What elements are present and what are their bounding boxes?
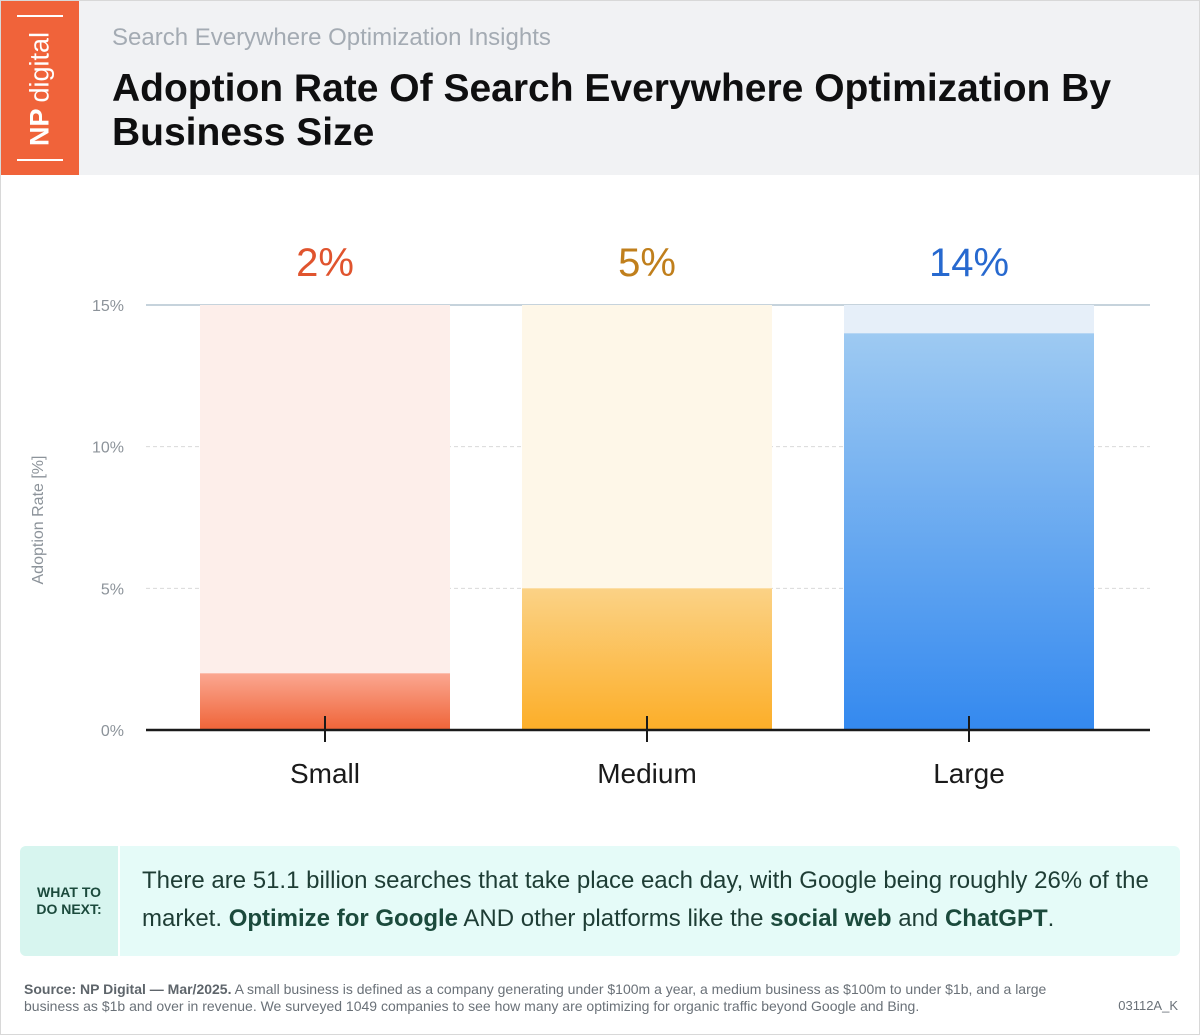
logo-rule-top bbox=[17, 15, 63, 17]
callout-bold-google: Optimize for Google bbox=[228, 905, 459, 932]
what-to-do-next-callout: WHAT TO DO NEXT: There are 51.1 billion … bbox=[20, 846, 1180, 956]
callout-text-3: and bbox=[891, 905, 945, 932]
value-label: 5% bbox=[618, 241, 676, 285]
y-tick-label: 10% bbox=[92, 440, 124, 457]
callout-bold-chatgpt: ChatGPT bbox=[944, 905, 1048, 932]
callout-text-4: . bbox=[1047, 905, 1055, 932]
graphic-code: 03112A_K bbox=[1118, 998, 1178, 1013]
y-tick-label: 15% bbox=[92, 298, 124, 315]
y-axis-label: Adoption Rate [%] bbox=[30, 456, 47, 585]
bar bbox=[522, 588, 772, 730]
x-tick-label: Medium bbox=[597, 758, 697, 789]
bar-track bbox=[200, 305, 450, 730]
callout-label: WHAT TO DO NEXT: bbox=[36, 884, 102, 917]
callout-divider bbox=[118, 846, 120, 956]
callout-text: There are 51.1 billion searches that tak… bbox=[142, 862, 1172, 938]
callout-text-2: AND other platforms like the bbox=[458, 905, 771, 932]
source-note: Source: NP Digital — Mar/2025. A small b… bbox=[24, 981, 1104, 1015]
value-label: 14% bbox=[929, 241, 1009, 285]
callout-label-box: WHAT TO DO NEXT: bbox=[20, 846, 118, 956]
value-label: 2% bbox=[296, 241, 354, 285]
x-tick-label: Small bbox=[290, 758, 360, 789]
logo-rule-bottom bbox=[17, 159, 63, 161]
bar bbox=[844, 333, 1094, 730]
header bbox=[1, 1, 1199, 175]
x-tick-label: Large bbox=[933, 758, 1005, 789]
source-text: A small business is defined as a company… bbox=[24, 981, 1047, 1014]
bar-chart: 0% 5% 10% 15% Adoption Rate [%] 2% Small 5% Medi… bbox=[30, 241, 1150, 789]
y-tick-label: 5% bbox=[101, 581, 124, 598]
np-digital-logo: NPdigital bbox=[1, 1, 79, 175]
page-title: Adoption Rate Of Search Everywhere Optim… bbox=[112, 67, 1112, 154]
callout-text-1: There are 51.1 billion searches that tak… bbox=[142, 867, 1149, 932]
callout-bold-social-web: social web bbox=[770, 905, 892, 932]
page-subtitle: Search Everywhere Optimization Insights bbox=[112, 24, 551, 51]
y-tick-label: 0% bbox=[101, 723, 124, 740]
source-label: Source: NP Digital — Mar/2025. bbox=[24, 981, 232, 997]
